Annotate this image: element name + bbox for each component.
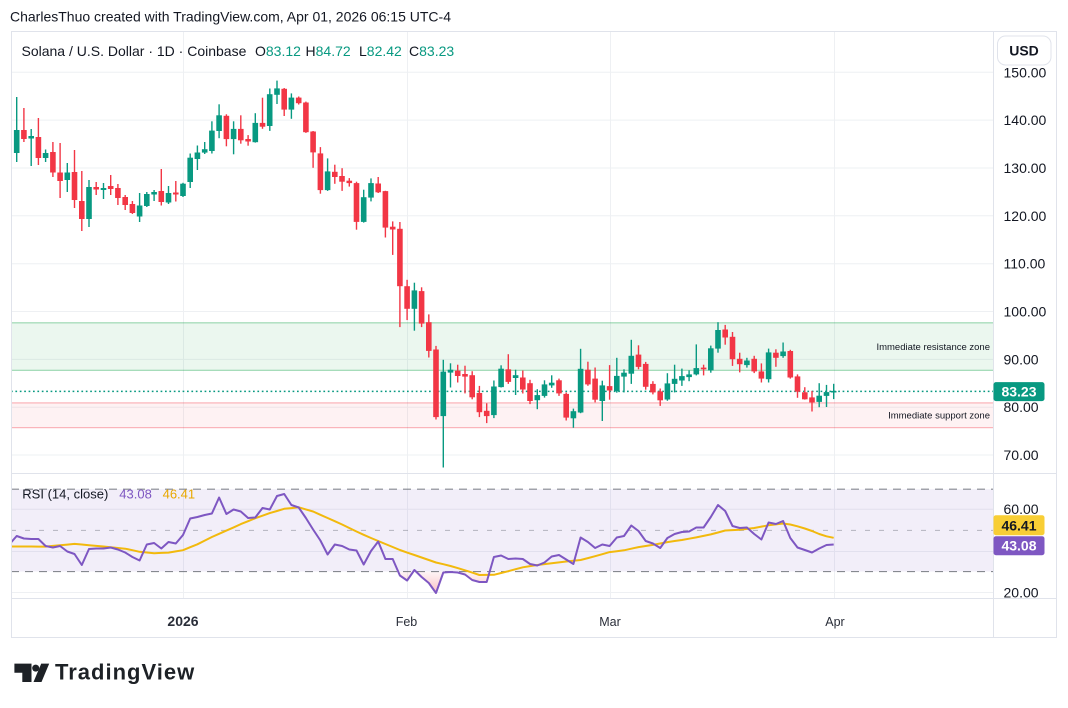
svg-text:110.00: 110.00 — [1004, 256, 1046, 272]
svg-text:Immediate resistance zone: Immediate resistance zone — [876, 342, 990, 353]
svg-text:CharlesThuo created with Tradi: CharlesThuo created with TradingView.com… — [10, 9, 451, 25]
svg-text:43.08: 43.08 — [1001, 538, 1036, 554]
svg-text:90.00: 90.00 — [1004, 351, 1039, 367]
svg-text:60.00: 60.00 — [1004, 501, 1039, 517]
svg-text:70.00: 70.00 — [1004, 447, 1039, 463]
svg-text:150.00: 150.00 — [1004, 64, 1047, 80]
svg-text:Feb: Feb — [396, 615, 418, 629]
svg-text:46.41: 46.41 — [1001, 518, 1036, 534]
svg-text:Apr: Apr — [825, 615, 844, 629]
svg-text:Solana / U.S. Dollar · 1D · Co: Solana / U.S. Dollar · 1D · Coinbase — [22, 43, 247, 59]
svg-text:2026: 2026 — [167, 613, 198, 629]
svg-text:130.00: 130.00 — [1004, 160, 1047, 176]
svg-text:Mar: Mar — [599, 615, 621, 629]
svg-text:140.00: 140.00 — [1004, 112, 1047, 128]
svg-text:Immediate support zone: Immediate support zone — [888, 411, 990, 422]
svg-text:120.00: 120.00 — [1004, 208, 1047, 224]
svg-text:100.00: 100.00 — [1004, 304, 1047, 320]
svg-text:RSI (14, close) 43.08 46.41: RSI (14, close) 43.08 46.41 — [22, 487, 195, 502]
svg-text:80.00: 80.00 — [1004, 399, 1039, 415]
svg-text:TradingView: TradingView — [55, 660, 195, 685]
svg-text:20.00: 20.00 — [1004, 585, 1039, 601]
svg-text:USD: USD — [1009, 43, 1039, 59]
svg-text:83.23: 83.23 — [1001, 384, 1036, 400]
